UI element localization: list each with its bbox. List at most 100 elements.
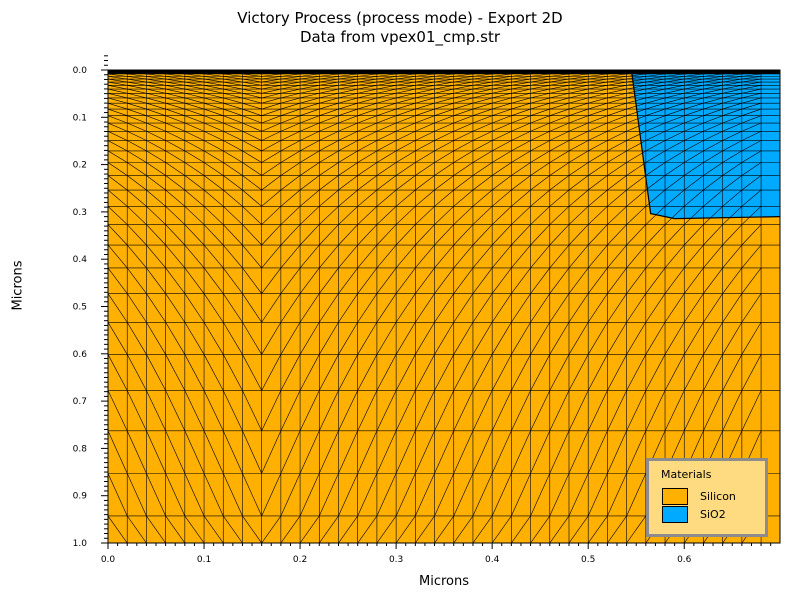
mesh-diagonal xyxy=(722,115,742,124)
mesh-diagonal xyxy=(146,515,166,543)
mesh-diagonal xyxy=(376,115,397,124)
mesh-diagonal xyxy=(741,267,762,294)
mesh-diagonal xyxy=(703,85,723,90)
mesh-diagonal xyxy=(607,189,627,207)
mesh-diagonal xyxy=(280,150,301,163)
mesh-diagonal xyxy=(703,115,723,124)
mesh-diagonal xyxy=(491,175,512,191)
mesh-diagonal xyxy=(415,322,435,355)
mesh-diagonal xyxy=(184,122,205,132)
mesh-diagonal xyxy=(338,162,358,176)
mesh-diagonal xyxy=(184,115,205,124)
mesh-diagonal xyxy=(223,81,243,86)
mesh-diagonal xyxy=(684,76,704,80)
mesh-diagonal xyxy=(261,88,281,94)
mesh-diagonal xyxy=(434,244,454,269)
mesh-diagonal xyxy=(607,88,627,94)
mesh-diagonal xyxy=(108,322,128,355)
mesh-diagonal xyxy=(261,293,282,323)
mesh-diagonal xyxy=(453,78,473,83)
mesh-diagonal xyxy=(184,390,205,431)
mesh-diagonal xyxy=(126,224,147,246)
mesh-diagonal xyxy=(741,102,762,110)
mesh-diagonal xyxy=(261,108,281,116)
mesh-diagonal xyxy=(184,206,205,225)
mesh-diagonal xyxy=(357,108,378,116)
mesh-diagonal xyxy=(683,293,704,323)
mesh-diagonal xyxy=(549,150,570,163)
mesh-diagonal xyxy=(491,162,512,176)
mesh-diagonal xyxy=(146,390,166,431)
mesh-diagonal xyxy=(108,76,128,80)
mesh-diagonal xyxy=(184,108,205,116)
mesh-diagonal xyxy=(722,150,743,163)
mesh-diagonal xyxy=(549,206,570,225)
mesh-diagonal xyxy=(261,78,281,83)
mesh-diagonal xyxy=(530,122,550,132)
mesh-diagonal xyxy=(280,224,301,246)
mesh-diagonal xyxy=(645,115,666,124)
mesh-diagonal xyxy=(338,515,358,543)
mesh-diagonal xyxy=(338,267,358,294)
sio2-region xyxy=(631,70,780,219)
mesh-diagonal xyxy=(319,88,339,94)
mesh-diagonal xyxy=(280,122,301,132)
mesh-diagonal xyxy=(415,115,435,124)
mesh-diagonal xyxy=(357,224,378,246)
mesh-diagonal xyxy=(280,85,301,90)
mesh-diagonal xyxy=(741,78,762,83)
mesh-diagonal xyxy=(453,206,474,225)
mesh-diagonal xyxy=(683,354,704,391)
mesh-diagonal xyxy=(319,122,339,132)
mesh-diagonal xyxy=(453,515,474,543)
mesh-diagonal xyxy=(568,131,589,141)
mesh-diagonal xyxy=(127,108,147,116)
mesh-diagonal xyxy=(338,97,358,104)
mesh-diagonal xyxy=(319,85,339,90)
mesh-diagonal xyxy=(280,78,301,83)
mesh-diagonal xyxy=(299,390,320,431)
mesh-diagonal xyxy=(319,81,339,86)
mesh-diagonal xyxy=(376,108,397,116)
mesh-diagonal xyxy=(568,102,589,110)
mesh-diagonal xyxy=(741,81,762,86)
mesh-diagonal xyxy=(684,162,704,176)
mesh-diagonal xyxy=(415,175,435,191)
mesh-diagonal xyxy=(261,150,282,163)
mesh-diagonal xyxy=(203,293,224,323)
mesh-diagonal xyxy=(607,473,627,517)
mesh-diagonal xyxy=(530,76,550,80)
mesh-diagonal xyxy=(626,244,647,269)
mesh-diagonal xyxy=(530,78,550,83)
mesh-diagonal xyxy=(453,224,474,246)
mesh-diagonal xyxy=(357,97,377,104)
mesh-diagonal xyxy=(722,76,742,80)
mesh-diagonal xyxy=(184,131,205,141)
mesh-diagonal xyxy=(511,430,531,474)
mesh-diagonal xyxy=(453,108,474,116)
mesh-diagonal xyxy=(434,267,454,294)
mesh-diagonal xyxy=(203,115,224,124)
mesh-diagonal xyxy=(684,92,704,99)
mesh-diagonal xyxy=(684,150,704,163)
y-tick-label: 0.0 xyxy=(73,66,88,76)
mesh-diagonal xyxy=(664,189,685,207)
mesh-diagonal xyxy=(203,108,224,116)
mesh-diagonal xyxy=(242,76,262,80)
mesh-diagonal xyxy=(127,78,147,83)
mesh-diagonal xyxy=(280,293,301,323)
mesh-diagonal xyxy=(415,97,435,104)
mesh-diagonal xyxy=(549,293,570,323)
mesh-diagonal xyxy=(395,354,416,391)
mesh-diagonal xyxy=(722,390,743,431)
mesh-diagonal xyxy=(300,85,320,90)
mesh-diagonal xyxy=(395,473,416,517)
mesh-diagonal xyxy=(587,515,608,543)
mesh-diagonal xyxy=(587,267,608,294)
mesh-diagonal xyxy=(530,515,551,543)
mesh-diagonal xyxy=(261,97,281,104)
mesh-diagonal xyxy=(645,354,666,391)
mesh-diagonal xyxy=(568,108,589,116)
mesh-diagonal xyxy=(357,267,378,294)
mesh-diagonal xyxy=(280,92,301,99)
